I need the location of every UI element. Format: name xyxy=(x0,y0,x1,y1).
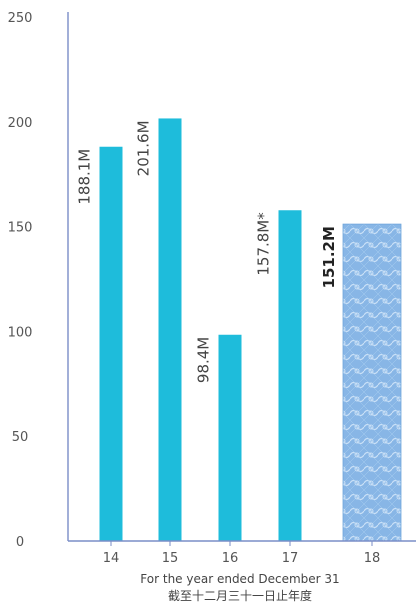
x-axis-title-chinese: 截至十二月三十一日止年度 xyxy=(168,588,312,603)
bar xyxy=(99,146,123,541)
bar-value-label: 157.8M* xyxy=(255,212,273,276)
x-axis: 14 15 16 17 18 xyxy=(68,540,416,566)
y-tick-label: 0 xyxy=(16,535,24,550)
y-tick-label: 150 xyxy=(8,221,33,236)
bar xyxy=(158,118,182,541)
bar-highlight xyxy=(342,223,402,542)
x-tick-label: 15 xyxy=(162,551,179,566)
x-tick-label: 14 xyxy=(103,551,120,566)
x-axis-title: For the year ended December 31 xyxy=(140,572,339,586)
y-tick-label: 250 xyxy=(8,11,33,26)
bar-value-label: 201.6M xyxy=(135,120,153,176)
y-tick-label: 200 xyxy=(8,116,33,131)
x-tick-label: 17 xyxy=(282,551,299,566)
y-axis: 0 50 100 150 200 250 xyxy=(8,11,69,550)
bars xyxy=(99,118,402,542)
bar-value-label: 98.4M xyxy=(195,337,213,383)
x-tick-label: 18 xyxy=(364,551,381,566)
data-labels: 188.1M 201.6M 98.4M 157.8M* 151.2M xyxy=(76,120,339,383)
bar xyxy=(278,210,302,541)
bar xyxy=(218,334,242,541)
y-tick-label: 50 xyxy=(12,430,29,445)
bar-value-label: 151.2M xyxy=(320,226,338,288)
bar-value-label: 188.1M xyxy=(76,149,94,205)
x-tick-label: 16 xyxy=(222,551,239,566)
y-tick-label: 100 xyxy=(8,325,33,340)
